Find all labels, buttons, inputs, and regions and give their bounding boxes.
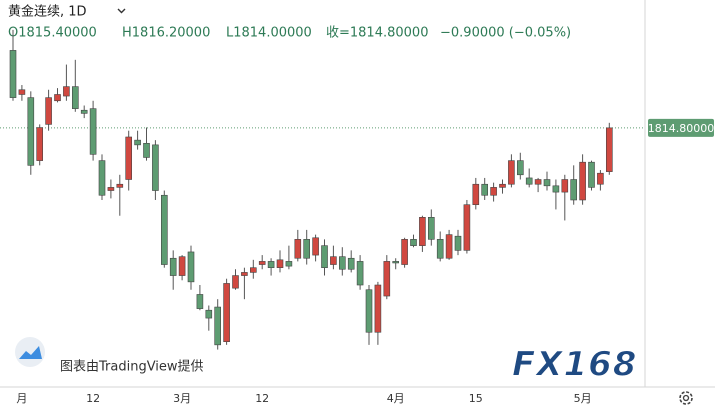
candle-body (294, 239, 302, 259)
candle-body (365, 289, 373, 333)
candle-body (27, 97, 35, 166)
candle-body (72, 86, 79, 109)
candle-body (330, 256, 337, 265)
candle-body (570, 179, 578, 201)
candle-body (143, 142, 150, 158)
candle-body (525, 177, 533, 185)
candle-body (267, 261, 275, 268)
candle-body (36, 127, 44, 161)
last-price-box (648, 118, 714, 137)
chart-title: 黄金连续, 1D (8, 4, 87, 20)
candle-body (516, 160, 524, 176)
candle-body (436, 239, 444, 259)
candle-body (152, 144, 159, 191)
candle-body (597, 172, 604, 185)
candle-body (169, 257, 177, 276)
logo: FX168 (512, 345, 637, 385)
candle-body (508, 160, 515, 185)
candle-body (534, 179, 542, 185)
candle-body (63, 86, 70, 97)
candle-body (490, 187, 497, 196)
candle-body (161, 194, 168, 265)
candle-body (427, 217, 435, 240)
candle-body (223, 283, 230, 342)
candle-body (214, 306, 221, 346)
candle-body (258, 261, 266, 265)
x-tick-label: 12 (255, 392, 269, 405)
candle-body (9, 50, 17, 98)
settings-icon[interactable] (679, 391, 693, 405)
x-tick-label: 4月 (387, 392, 405, 405)
candle-body (98, 160, 106, 196)
candle-body (472, 183, 480, 206)
candle-body (321, 245, 328, 268)
candle-body (125, 136, 132, 180)
candle-body (107, 187, 115, 191)
candle-body (481, 183, 489, 196)
candle-body (579, 161, 586, 201)
candle-body (561, 179, 569, 193)
candle-body (80, 109, 88, 114)
candle-body (338, 256, 346, 270)
candle-body (303, 239, 311, 259)
candle-body (187, 251, 195, 283)
candle-body (552, 185, 560, 193)
candle-body (454, 235, 462, 251)
candle-body (89, 108, 97, 155)
candle-body (276, 259, 284, 268)
candle-body (178, 256, 186, 276)
candle-body (445, 234, 453, 259)
candle-body (374, 284, 382, 333)
x-tick-label: 月 (16, 392, 27, 405)
ohlc-high: H1816.20000 (122, 26, 210, 41)
candle-body (392, 261, 400, 264)
candle-body (232, 275, 239, 289)
candle-body (134, 139, 141, 146)
candle-body (383, 261, 391, 297)
candle-body (463, 204, 471, 251)
candle-body (196, 294, 204, 309)
candle-body (116, 183, 124, 188)
candle-body (18, 89, 26, 95)
tradingview-icon (15, 337, 45, 367)
candle-body (250, 267, 257, 273)
x-tick-label: 12 (86, 392, 100, 405)
candle-body (356, 261, 364, 286)
candle-body (205, 309, 213, 319)
x-tick-label: 3月 (173, 392, 191, 405)
interval-chevron[interactable] (117, 8, 126, 14)
ohlc-close: 收=1814.80000 (326, 26, 428, 41)
candle-body (410, 239, 417, 246)
x-tick-label: 5月 (574, 392, 592, 405)
x-tick-label: 15 (469, 392, 483, 405)
candle-body (419, 217, 426, 246)
watermark: 图表由TradingView提供 (60, 359, 204, 375)
ohlc-change: −0.90000 (−0.05%) (440, 26, 571, 41)
ohlc-low: L1814.00000 (226, 26, 312, 41)
candle-body (312, 237, 319, 256)
candle-body (241, 272, 248, 276)
candle-body (588, 161, 595, 188)
candle-body (605, 127, 613, 172)
ohlc-open: O1815.40000 (8, 26, 97, 41)
candle-body (45, 97, 52, 125)
candle-body (543, 179, 551, 187)
candle-body (499, 183, 506, 188)
last-price-label: 1814.80000 (648, 122, 714, 135)
candle-body (54, 94, 61, 102)
candle-body (285, 261, 293, 267)
candle-body (347, 257, 355, 270)
candle-body (401, 239, 408, 265)
